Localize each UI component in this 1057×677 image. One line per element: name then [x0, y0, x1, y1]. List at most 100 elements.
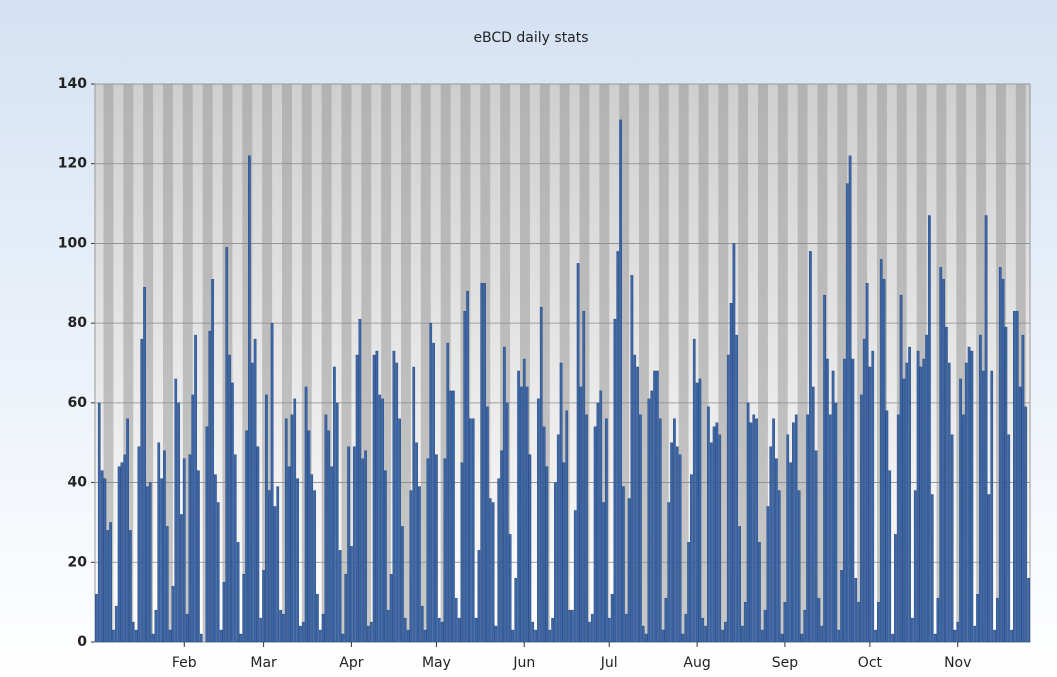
bar — [154, 609, 158, 643]
bar — [457, 617, 461, 643]
bar — [477, 550, 481, 643]
bar — [483, 283, 486, 643]
bar — [412, 366, 416, 643]
bar — [950, 434, 954, 643]
bar — [735, 334, 739, 643]
stripe — [163, 84, 173, 642]
bar — [996, 597, 999, 643]
bar — [871, 350, 875, 643]
bar — [265, 394, 268, 643]
bar — [627, 498, 631, 643]
bar — [299, 625, 302, 643]
stripe — [817, 84, 828, 642]
bar — [797, 490, 801, 643]
bar — [276, 486, 280, 643]
bar — [749, 422, 753, 643]
bar — [987, 494, 991, 643]
bar — [358, 318, 362, 643]
stripe — [440, 84, 451, 642]
bar — [270, 322, 274, 643]
bar — [670, 442, 673, 643]
bar — [194, 334, 197, 643]
bar — [528, 454, 532, 643]
bar — [491, 502, 495, 643]
bar — [930, 494, 934, 643]
x-tick-label: Sep — [772, 655, 799, 671]
bar — [556, 434, 560, 643]
bar — [857, 601, 860, 643]
bar — [783, 601, 787, 643]
bar — [97, 402, 101, 643]
bar — [216, 502, 220, 643]
bar — [120, 462, 124, 643]
bar — [103, 478, 107, 643]
bar — [690, 474, 693, 643]
bar — [573, 510, 577, 643]
bar — [262, 570, 265, 643]
bar — [415, 442, 418, 643]
bar — [905, 362, 909, 643]
bar — [704, 625, 707, 643]
bar — [760, 629, 764, 643]
bar — [602, 502, 605, 643]
bar — [619, 119, 622, 643]
bar — [114, 605, 118, 643]
bar — [661, 629, 665, 643]
bar — [916, 350, 920, 643]
stripe — [698, 84, 709, 642]
bar — [758, 542, 761, 643]
bar — [738, 526, 741, 643]
bar — [505, 402, 509, 643]
bar — [231, 382, 234, 643]
bar — [420, 605, 424, 643]
bar — [219, 629, 223, 643]
bar — [542, 426, 546, 643]
bar — [979, 334, 982, 643]
bar — [605, 418, 608, 643]
bar — [828, 414, 832, 643]
stripe — [738, 84, 749, 642]
bar — [443, 458, 447, 643]
bar — [163, 450, 166, 643]
stripe — [103, 84, 114, 642]
bar — [840, 570, 843, 643]
bar — [803, 609, 807, 643]
bar — [494, 625, 498, 643]
bar — [752, 414, 756, 643]
bar — [792, 422, 795, 643]
bar — [945, 326, 948, 643]
bar — [1027, 578, 1030, 643]
bar — [185, 613, 189, 643]
bar — [1001, 279, 1005, 643]
bar — [313, 490, 316, 643]
x-tick-label: Jul — [600, 655, 618, 671]
bar — [585, 414, 588, 643]
bar — [772, 418, 775, 643]
y-tick-label: 100 — [58, 235, 87, 251]
bar — [517, 370, 520, 643]
bar — [786, 434, 790, 643]
bar — [316, 593, 319, 643]
bar — [712, 426, 716, 643]
bar — [259, 617, 263, 643]
bar — [843, 358, 846, 643]
y-tick-label: 0 — [77, 634, 87, 650]
y-tick-label: 60 — [68, 395, 88, 411]
bar — [607, 617, 611, 643]
bar — [630, 275, 634, 643]
stripe — [341, 84, 352, 642]
bar — [1024, 406, 1028, 643]
bar — [981, 370, 985, 643]
stripe — [797, 84, 808, 642]
bar — [355, 354, 359, 643]
stripe — [420, 84, 431, 642]
bar — [967, 346, 971, 643]
bar — [947, 362, 951, 643]
bar — [165, 526, 169, 643]
bar — [534, 629, 537, 643]
stripe — [321, 84, 332, 642]
x-tick-label: Nov — [944, 655, 971, 671]
bar — [551, 617, 554, 643]
stripe — [182, 84, 193, 642]
bar — [715, 422, 719, 643]
